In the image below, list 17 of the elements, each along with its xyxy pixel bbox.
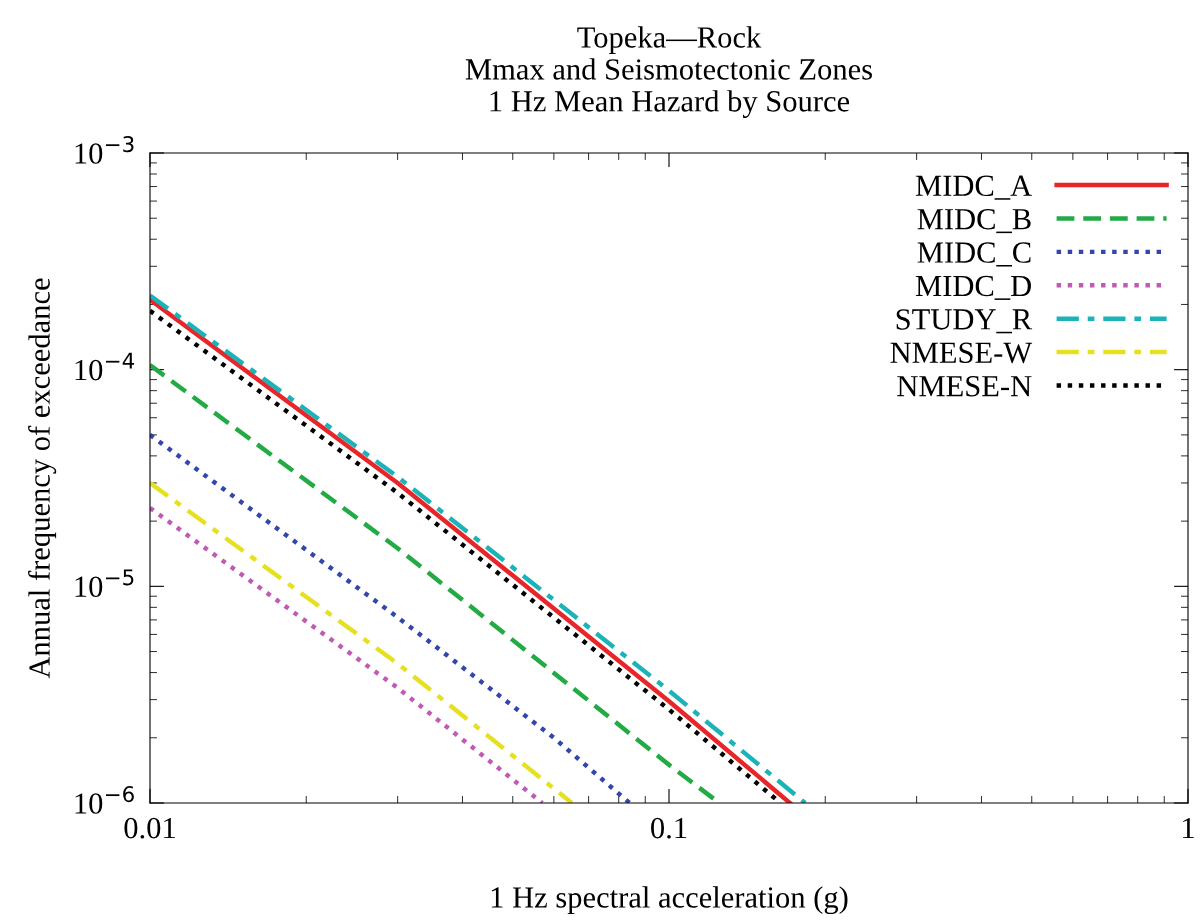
x-tick-label: 1 bbox=[1183, 817, 1194, 839]
y-tick-label: 10$^{−6}$ bbox=[75, 786, 134, 814]
legend-label: MIDC_D bbox=[915, 275, 1031, 300]
x-tick-label: 0.1 bbox=[651, 817, 687, 839]
y-tick-label: 10$^{−4}$ bbox=[75, 352, 135, 381]
y-tick-label: 10$^{−3}$ bbox=[75, 136, 134, 164]
legend-label: MIDC_C bbox=[917, 242, 1031, 267]
x-tick-label: 0.01 bbox=[124, 817, 175, 839]
y-tick-label: 10$^{−5}$ bbox=[75, 569, 134, 598]
x-axis-title: 1 Hz spectral acceleration (g) bbox=[491, 886, 848, 915]
legend-label: NMESE-N bbox=[897, 375, 1032, 397]
legend-label: STUDY_R bbox=[896, 309, 1033, 334]
legend-label: MIDC_A bbox=[915, 175, 1032, 200]
legend-label: MIDC_B bbox=[917, 208, 1031, 234]
y-axis-title: Annual frequency of exceedance bbox=[28, 278, 57, 679]
legend-label: NMESE-W bbox=[890, 342, 1033, 364]
chart-title: Topeka—Rock Mmax and Seismotectonic Zones 1 Hz Mean Hazard by Source bbox=[465, 26, 872, 118]
